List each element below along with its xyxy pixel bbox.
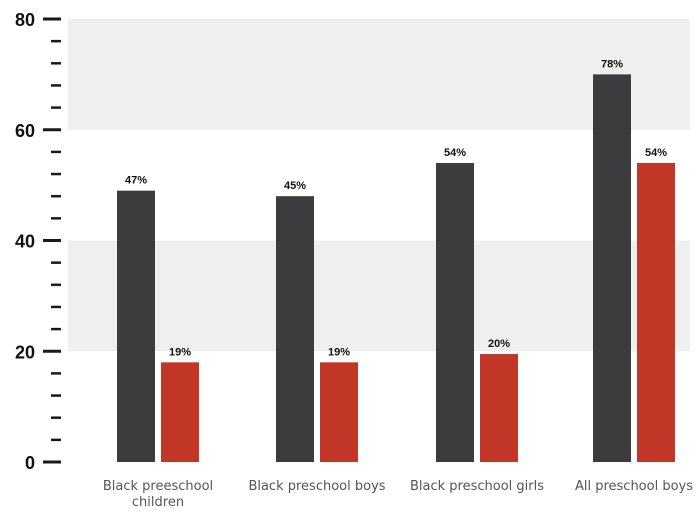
y-major-tick: [43, 17, 61, 21]
bar: [593, 74, 631, 462]
y-minor-tick: [51, 150, 61, 154]
y-major-tick: [43, 460, 61, 464]
y-minor-tick: [51, 305, 61, 309]
y-minor-tick: [51, 327, 61, 331]
y-minor-tick: [51, 172, 61, 176]
x-category-label: All preschool boys: [575, 479, 693, 494]
bar-value-label: 47%: [125, 175, 147, 187]
y-major-tick: [43, 349, 61, 353]
bar: [320, 362, 358, 462]
x-category-label: children: [132, 495, 184, 510]
y-minor-tick: [51, 194, 61, 198]
grid-band: [68, 240, 690, 352]
bar: [276, 196, 314, 462]
bar-value-label: 45%: [284, 180, 306, 192]
bar-value-label: 20%: [488, 338, 510, 350]
background-bands: [68, 19, 690, 352]
bar-value-label: 19%: [169, 346, 191, 358]
bar: [480, 354, 518, 462]
grid-band: [68, 19, 690, 130]
y-tick-label: 40: [15, 232, 35, 252]
x-category-label: Black preeschool: [103, 479, 213, 494]
y-axis: 0 20 40 60 80: [15, 10, 61, 473]
y-tick-label: 80: [15, 10, 35, 30]
data-labels: 47% 45% 54% 78% 19% 19% 20% 54%: [125, 58, 667, 358]
bars: [117, 74, 675, 462]
y-tick-label: 60: [15, 121, 35, 141]
y-minor-tick: [51, 106, 61, 109]
bar: [637, 162, 675, 462]
y-minor-tick: [51, 261, 61, 264]
y-tick-label: 20: [15, 342, 35, 362]
bar: [117, 190, 155, 462]
bar-value-label: 78%: [601, 58, 623, 70]
y-minor-tick: [51, 416, 61, 419]
y-minor-tick: [51, 394, 61, 397]
bar-value-label: 54%: [444, 147, 466, 159]
y-minor-tick: [51, 39, 61, 43]
bar: [436, 162, 474, 462]
bar: [161, 362, 199, 462]
bar-value-label: 54%: [645, 147, 667, 159]
y-minor-tick: [51, 283, 61, 287]
y-minor-tick: [51, 217, 61, 220]
y-minor-tick: [51, 84, 61, 87]
y-major-tick: [43, 128, 61, 132]
y-major-tick: [43, 239, 61, 242]
y-tick-label: 0: [25, 453, 35, 473]
x-category-label: Black preschool girls: [410, 479, 544, 494]
y-minor-tick: [51, 372, 61, 375]
y-minor-tick: [51, 438, 61, 442]
x-category-label: Black preschool boys: [248, 479, 385, 494]
y-minor-tick: [51, 62, 61, 65]
bar-value-label: 19%: [328, 346, 350, 358]
